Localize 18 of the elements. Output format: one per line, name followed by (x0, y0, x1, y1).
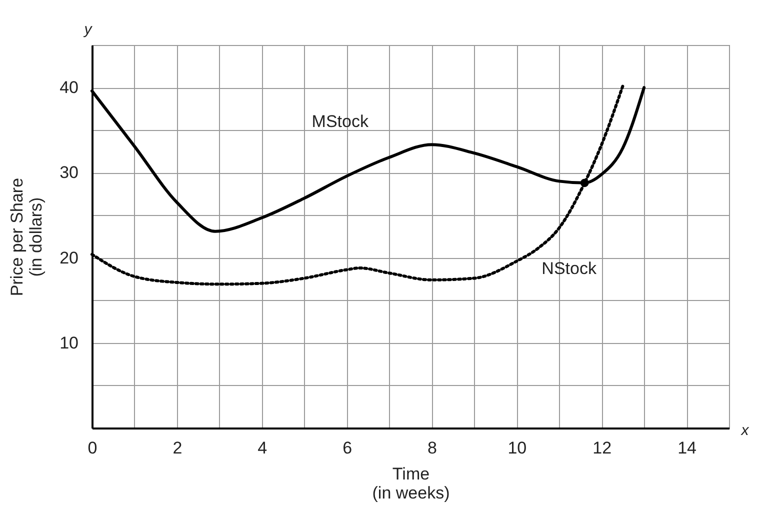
y-tick-label: 20 (60, 248, 78, 268)
x-tick-label: 8 (428, 438, 437, 458)
y-axis-title: Price per Share (in dollars) (8, 178, 46, 296)
series-label: NStock (542, 259, 597, 278)
text: y (83, 21, 94, 38)
x-tick-label: 0 (88, 438, 98, 458)
x-tick-label: 10 (508, 438, 527, 458)
y-tick-label: 40 (60, 78, 78, 98)
series-label: MStock (312, 112, 369, 132)
x-tick-label: 4 (258, 438, 268, 458)
x-tick-label: 14 (678, 438, 696, 458)
x-tick-label: 6 (342, 438, 352, 458)
x-tick-label: 2 (172, 438, 182, 458)
y-tick-label: 30 (60, 163, 78, 182)
text: x (740, 422, 750, 439)
x-tick-label: 12 (592, 438, 612, 458)
x-axis-title: Time (in weeks) (372, 464, 450, 502)
y-tick-label: 10 (60, 333, 78, 352)
